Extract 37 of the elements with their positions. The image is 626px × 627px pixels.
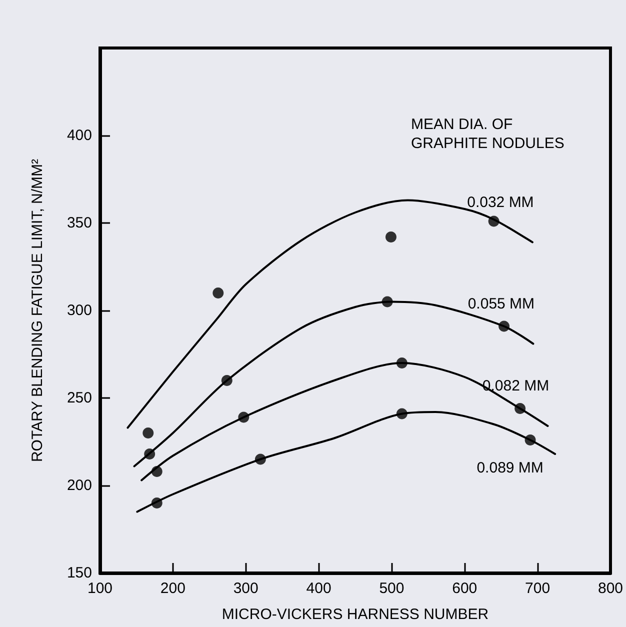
point (488, 216, 500, 227)
point (151, 498, 162, 508)
x-tick-label: 200 (160, 580, 186, 597)
point (396, 408, 408, 420)
y-tick-label: 350 (66, 214, 92, 232)
x-tick-label: 300 (233, 580, 258, 597)
x-tick-label: 400 (306, 580, 332, 597)
point (382, 296, 393, 308)
series-label: 0.055 MM (468, 295, 535, 312)
x-tick-label: 700 (525, 580, 550, 597)
annotation: MEAN DIA. OF GRAPHITE NODULES (411, 116, 564, 152)
x-tick-label: 100 (87, 580, 113, 597)
x-tick-label: 800 (598, 580, 623, 597)
x-tick-label: 500 (379, 580, 404, 597)
x-axis-title: MICRO-VICKERS HARNESS NUMBER (222, 606, 489, 623)
y-tick-label: 150 (66, 564, 92, 582)
point (142, 428, 154, 438)
series-label: 0.082 MM (482, 378, 550, 394)
y-axis-title: ROTARY BLENDING FATIGUE LIMIT, N/MM² (29, 158, 46, 462)
point (514, 403, 526, 414)
point (385, 232, 396, 242)
point (221, 375, 232, 386)
series-label: 0.089 MM (476, 460, 544, 476)
point (144, 448, 156, 460)
point (254, 454, 266, 465)
y-tick-label: 400 (66, 127, 92, 144)
point (238, 412, 250, 423)
point (396, 358, 408, 368)
point (524, 434, 536, 446)
x-tick-label: 600 (452, 580, 478, 597)
point (498, 320, 510, 332)
y-tick-label: 250 (66, 390, 92, 406)
series-label: 0.032 MM (467, 194, 534, 211)
y-tick-label: 200 (66, 477, 92, 494)
point (151, 466, 162, 477)
point (212, 288, 224, 298)
y-tick-label: 300 (66, 302, 92, 319)
